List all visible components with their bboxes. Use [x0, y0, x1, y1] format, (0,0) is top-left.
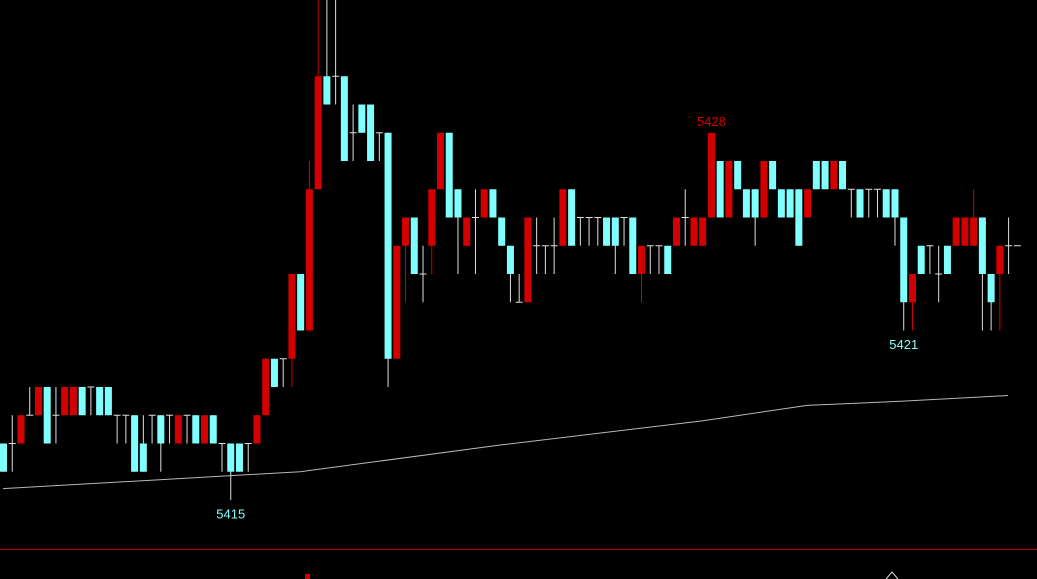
candle-body — [672, 217, 680, 246]
candle-body — [777, 189, 785, 218]
candle-body — [314, 76, 322, 190]
candle-body — [917, 245, 925, 274]
candle-body — [43, 386, 51, 444]
candle-body — [480, 189, 488, 218]
candle-body — [908, 274, 916, 303]
candle-body — [970, 217, 978, 246]
candle-body — [830, 161, 838, 190]
candle-body — [559, 189, 567, 246]
candle-body — [262, 358, 270, 416]
candle-body — [445, 132, 453, 218]
moving-average — [2, 394, 1009, 490]
candle-body — [839, 161, 847, 190]
candle-body — [323, 76, 331, 105]
candle-body — [812, 161, 820, 190]
candle-body — [209, 415, 217, 444]
candle-body — [821, 161, 829, 190]
candle-body — [699, 217, 707, 246]
candle-body — [410, 217, 418, 274]
candle-body — [952, 217, 960, 246]
candle-body — [760, 161, 768, 218]
candle-body — [340, 76, 348, 162]
candle-body — [61, 386, 69, 416]
candle-body — [568, 189, 576, 246]
candle-body — [305, 189, 313, 331]
candle-body — [428, 189, 436, 246]
candle-body — [0, 443, 7, 472]
candle-body — [725, 161, 733, 218]
candle-body — [742, 189, 750, 218]
candle-body — [96, 386, 104, 416]
candle-body — [707, 132, 715, 218]
candle-body — [402, 217, 410, 246]
candle-body — [987, 274, 995, 303]
candle-body — [690, 217, 698, 246]
candle-body — [297, 274, 305, 331]
candle-body — [227, 443, 235, 472]
candle-body — [804, 189, 812, 218]
candle-body — [288, 274, 296, 359]
candle-body — [253, 415, 261, 444]
candle-body — [358, 104, 366, 133]
candle-body — [384, 132, 392, 359]
candle-body — [943, 245, 951, 274]
candle-body — [961, 217, 969, 246]
candle-body — [454, 189, 462, 218]
candle-body — [437, 132, 444, 190]
candle-body — [524, 217, 532, 303]
candle-body — [157, 415, 165, 444]
candle-body — [769, 161, 777, 190]
candle-body — [856, 189, 864, 218]
volume-marker — [885, 571, 899, 579]
candle-body — [900, 217, 908, 303]
candle-body — [882, 189, 890, 218]
candle-body — [34, 386, 42, 416]
candle-body — [891, 189, 899, 218]
candle-body — [629, 217, 637, 274]
candle-body — [603, 217, 611, 246]
candle-body — [367, 104, 375, 162]
candle-body — [270, 358, 278, 387]
candle-body — [69, 386, 77, 416]
candle-body — [506, 245, 514, 274]
candle-body — [751, 189, 759, 218]
price-annotation: 5428 — [697, 114, 726, 129]
candle-body — [489, 189, 497, 218]
candle-body — [235, 443, 243, 472]
candle-body — [131, 415, 139, 472]
candle-body — [664, 245, 672, 274]
price-annotation: 5421 — [889, 337, 918, 352]
candle-body — [638, 245, 646, 274]
candle-body — [201, 415, 209, 444]
candle-body — [17, 415, 25, 444]
candle-body — [192, 415, 200, 444]
candle-body — [795, 189, 803, 246]
plot-area: 5415 5428 5421 — [0, 0, 1021, 521]
candle-body — [104, 386, 112, 416]
candle-body — [463, 217, 471, 246]
candle-body — [978, 217, 986, 274]
candle-body — [734, 161, 742, 190]
candle-body — [498, 217, 506, 246]
candle-body — [611, 217, 619, 246]
candle-body — [139, 443, 147, 472]
candle-body — [174, 415, 182, 444]
volume-marker — [305, 574, 310, 579]
candle-body — [786, 189, 794, 218]
candle-body — [393, 245, 401, 359]
candle-body — [716, 161, 724, 218]
price-annotation: 5415 — [216, 506, 245, 521]
candle-body — [996, 245, 1004, 274]
candle-body — [78, 386, 86, 416]
